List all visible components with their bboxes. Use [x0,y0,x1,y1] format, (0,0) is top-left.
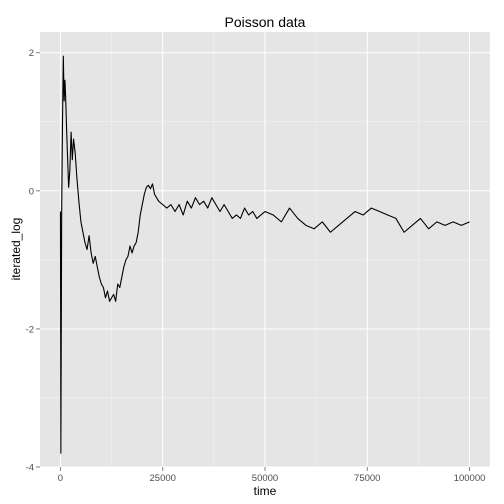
y-tick-label: 2 [29,48,34,59]
x-tick-label: 25000 [150,473,176,484]
x-tick-label: 50000 [252,473,278,484]
y-tick-label: 0 [29,186,34,197]
y-axis-ticks [36,52,40,468]
x-tick-label: 100000 [454,473,486,484]
y-axis-title: iterated_log [9,218,23,281]
y-tick-label: -2 [26,324,34,335]
x-axis-ticks [59,467,471,471]
y-axis-tick-labels: -4 -2 0 2 [26,48,34,473]
x-axis-tick-labels: 0 25000 50000 75000 100000 [58,473,486,484]
x-tick-label: 75000 [354,473,380,484]
y-tick-label: -4 [26,463,34,474]
series-line [59,55,470,454]
chart-title: Poisson data [225,14,306,30]
x-axis-title: time [254,484,277,498]
x-tick-label: 0 [58,473,63,484]
